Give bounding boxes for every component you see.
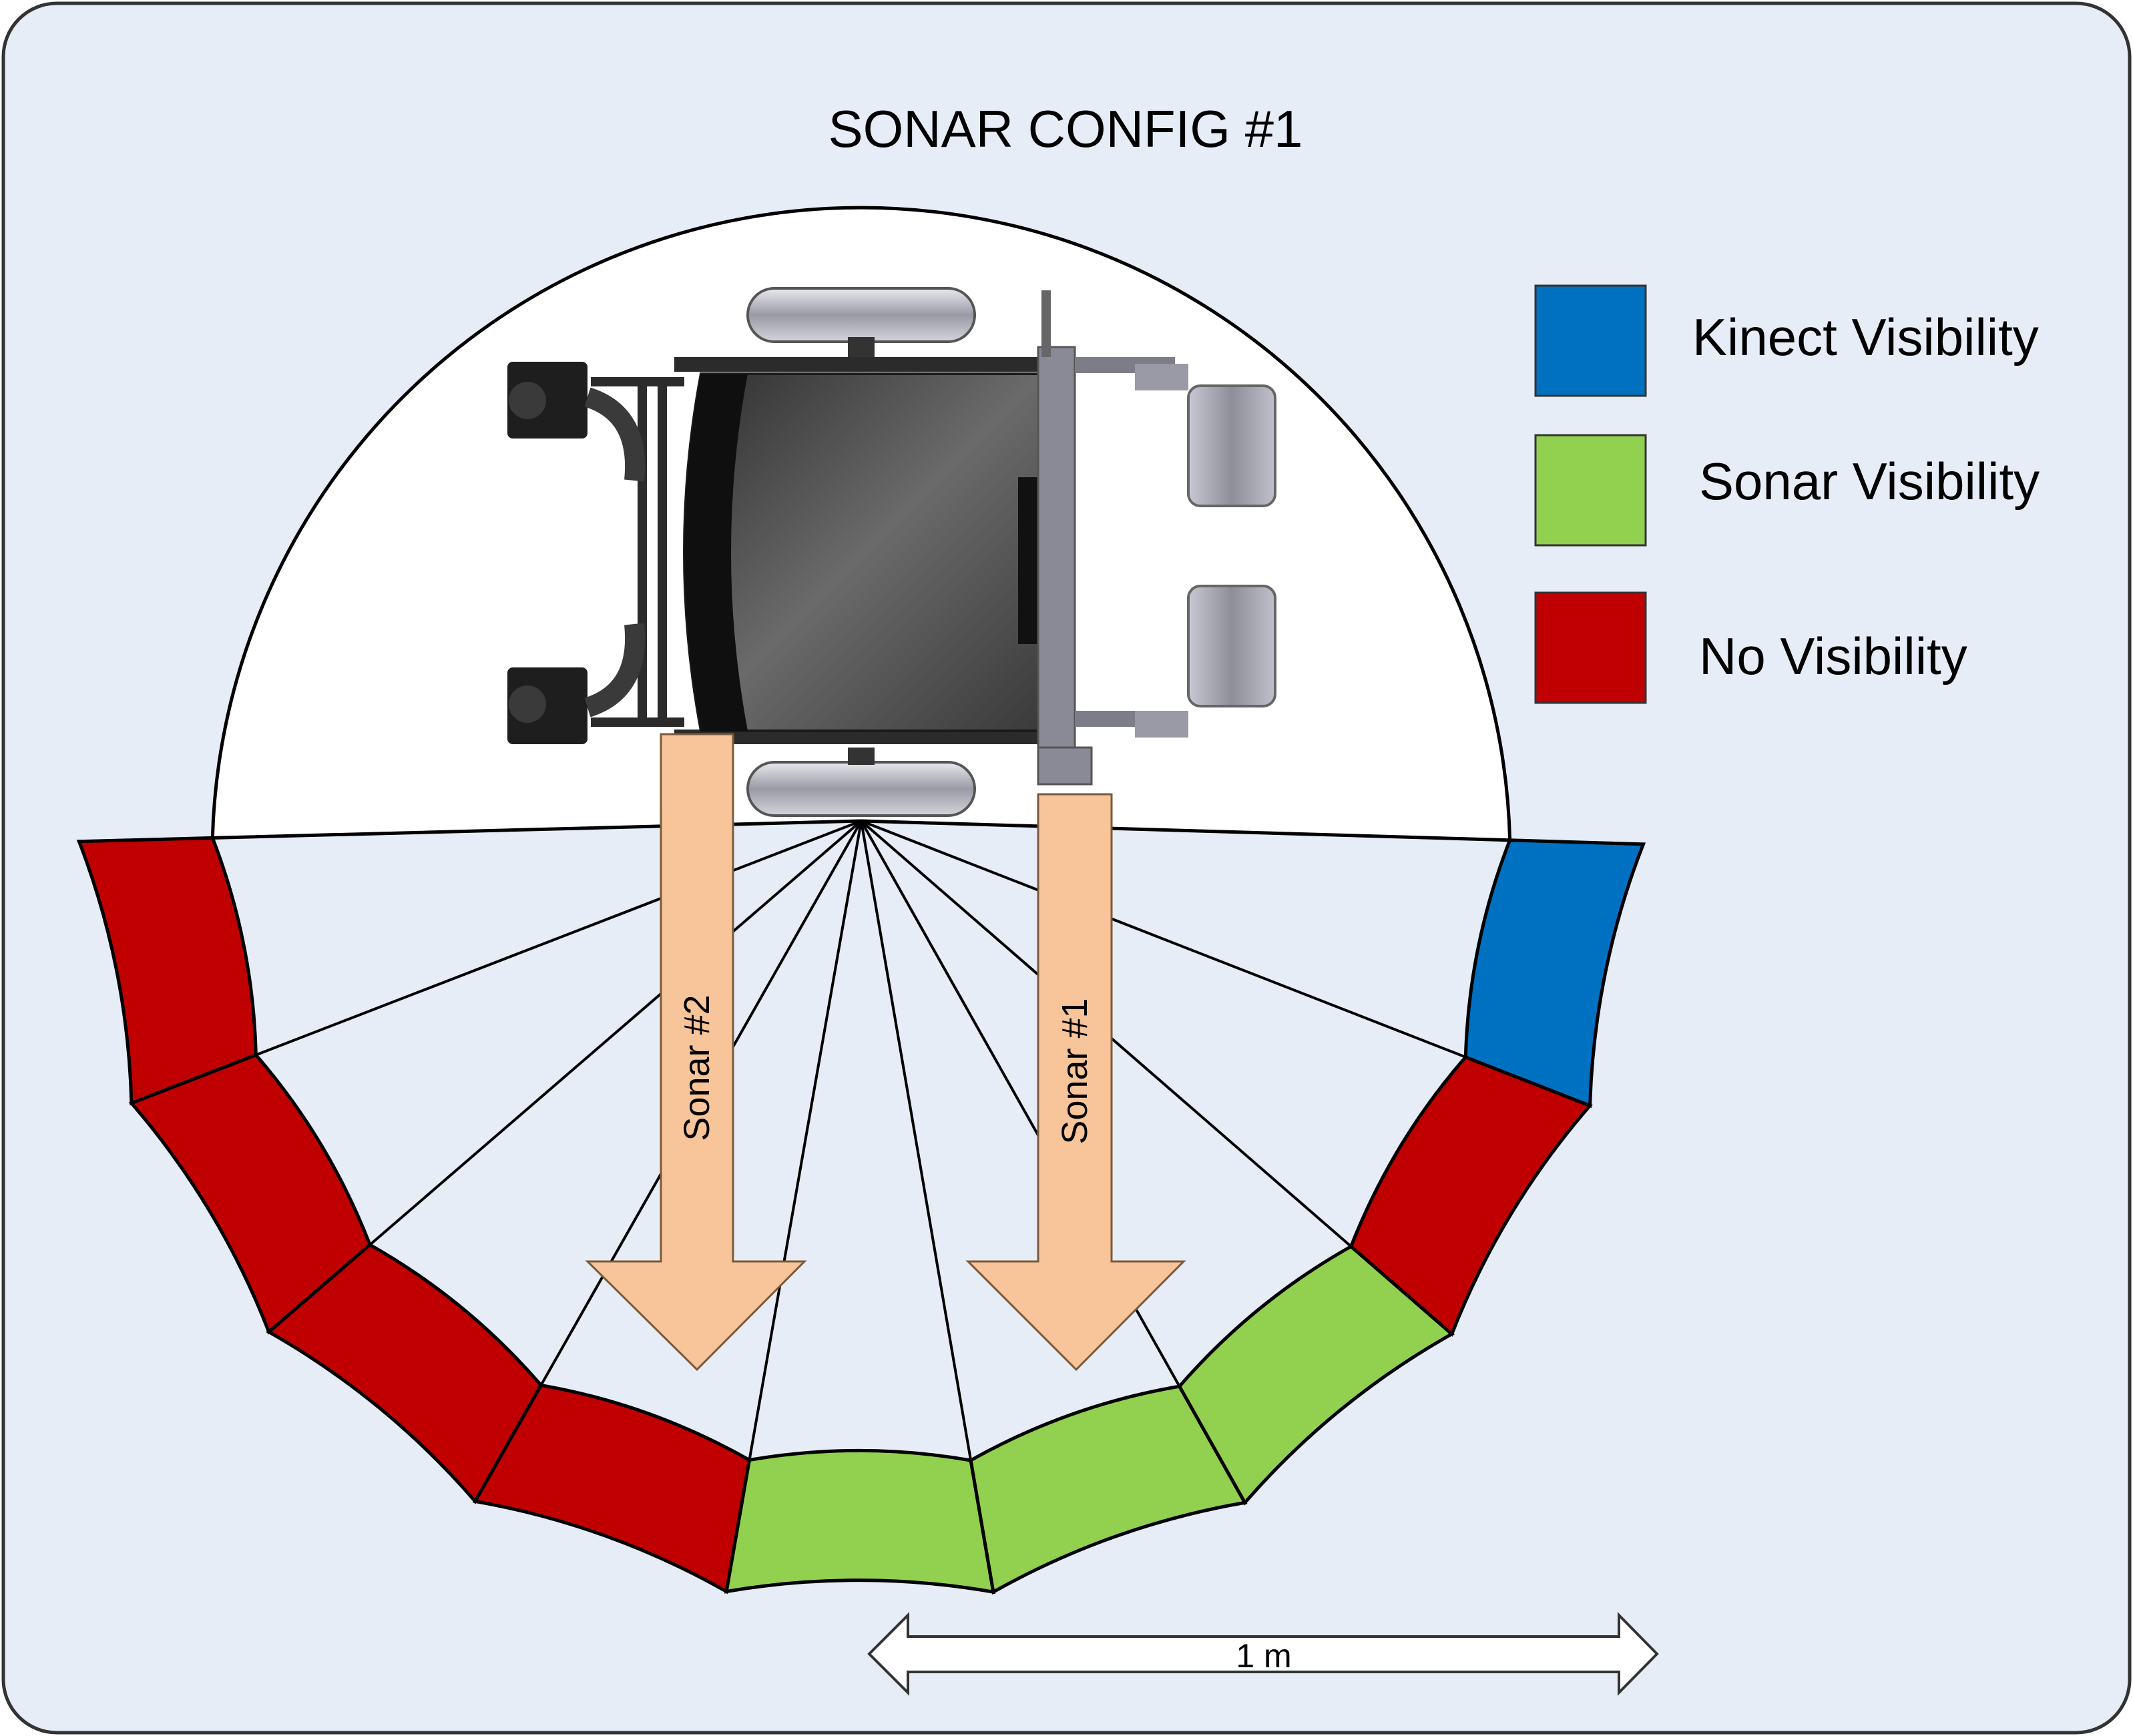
sector-divider-line [860, 820, 973, 1461]
sector-divider-line [369, 820, 863, 1246]
legend: Kinect Visibility Sonar Visibility No Vi… [1534, 284, 2040, 704]
ring-segment-sonar [724, 1449, 995, 1595]
legend-swatch-sonar [1534, 434, 1647, 547]
sector-divider-line [861, 820, 1467, 1059]
sonar-1-label: Sonar #1 [1055, 998, 1095, 1144]
legend-swatch-none [1534, 591, 1647, 704]
legend-label-kinect: Kinect Visibility [1692, 308, 2039, 366]
ring-segment-kinect [1463, 838, 1646, 1109]
sonar-2-arrow: Sonar #2 [585, 733, 807, 1372]
sector-divider-line [255, 820, 862, 1057]
legend-label-none: No Visibility [1699, 627, 1967, 685]
sector-divider-line [748, 820, 863, 1460]
page-title: SONAR CONFIG #1 [828, 99, 1303, 158]
scale-bar: 1 m [867, 1612, 1659, 1696]
sonar-1-arrow: Sonar #1 [965, 793, 1186, 1372]
scale-bar-label: 1 m [1236, 1637, 1291, 1675]
wheelchair-top-view-icon [507, 287, 1276, 817]
legend-label-sonar: Sonar Visibility [1699, 452, 2040, 511]
sonar-2-label: Sonar #2 [677, 994, 717, 1141]
legend-swatch-kinect [1534, 284, 1647, 397]
